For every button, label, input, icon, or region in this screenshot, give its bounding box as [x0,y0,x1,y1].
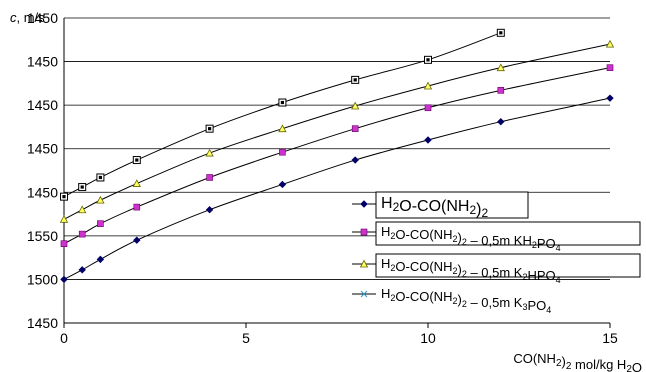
y-tick-label: 1450 [27,10,58,26]
data-point [360,228,368,236]
y-tick-label: 1450 [27,184,58,200]
legend-label: H2O-CO(NH2)2 [381,195,488,220]
data-point [351,156,359,164]
x-axis-label: CO(NH2)2 mol/kg H2O [513,351,642,372]
data-point [96,195,105,204]
y-axis-label: c, m/s [10,10,45,25]
series-line [63,43,611,220]
x-tick-label: 10 [420,330,436,346]
data-point [497,117,505,126]
data-point [606,94,614,102]
data-point [424,55,432,64]
y-tick-label: 1450 [27,141,58,157]
data-point [78,230,86,238]
data-point [606,64,614,71]
data-point [132,179,141,187]
data-point [496,28,505,37]
legend-label: H2O-CO(NH2)2 – 0,5m K2HPO4 [381,256,561,285]
data-point [497,87,505,94]
data-point [351,75,360,84]
data-point [133,203,141,211]
x-tick-label: 5 [242,330,250,346]
data-point [351,101,360,110]
data-point [133,236,141,244]
data-point [205,124,214,133]
series-1 [60,94,614,284]
legend-entry-4: H2O-CO(NH2)2 – 0,5m K3PO4 [352,286,551,315]
x-tick-label: 0 [60,330,68,346]
series-group [59,28,615,284]
data-point [424,104,432,112]
data-point [96,255,105,264]
data-point [205,206,214,214]
data-point [59,214,69,223]
series-line [63,97,611,280]
y-tick-label: 1500 [27,271,58,287]
data-point [278,98,287,107]
series-4 [60,28,505,201]
y-tick-label: 1450 [27,97,58,113]
data-point [423,81,433,90]
data-point [605,39,615,48]
data-point [78,183,87,192]
data-point [97,220,104,227]
data-point [78,266,86,274]
legend-entry-2: H2O-CO(NH2)2 – 0,5m KH2PO4 [352,221,641,253]
data-point [96,173,105,182]
series-line [63,32,501,198]
data-point [424,136,432,144]
legend-label: H2O-CO(NH2)2 – 0,5m K3PO4 [381,286,551,315]
data-point [278,124,287,133]
grid-lines [64,17,610,280]
y-tick-label: 1550 [27,228,58,244]
legend-entry-1: H2O-CO(NH2)2 [352,191,529,220]
axes [63,18,611,328]
data-point [279,148,286,156]
y-tick-label: 1450 [27,315,58,331]
data-point [78,205,87,214]
data-point [60,192,68,201]
y-tick-label: 1450 [27,54,58,70]
data-point [360,200,368,208]
legend: H2O-CO(NH2)2 H2O-CO(NH2)2 – 0,5m KH2PO4 H2… [352,191,641,315]
data-point [278,180,287,189]
legend-label: H2O-CO(NH2)2 – 0,5m KH2PO4 [381,224,561,253]
data-point [496,63,505,72]
x-tick-label: 15 [602,330,618,346]
data-point [60,275,68,284]
data-point [132,156,141,165]
data-point [60,240,68,247]
series-line [63,67,611,245]
data-point [351,125,359,132]
legend-entry-3: H2O-CO(NH2)2 – 0,5m K2HPO4 [352,253,641,285]
series-2 [60,64,614,247]
data-point [206,174,213,181]
data-point [359,259,369,268]
data-point [205,148,214,157]
series-3 [59,39,615,223]
